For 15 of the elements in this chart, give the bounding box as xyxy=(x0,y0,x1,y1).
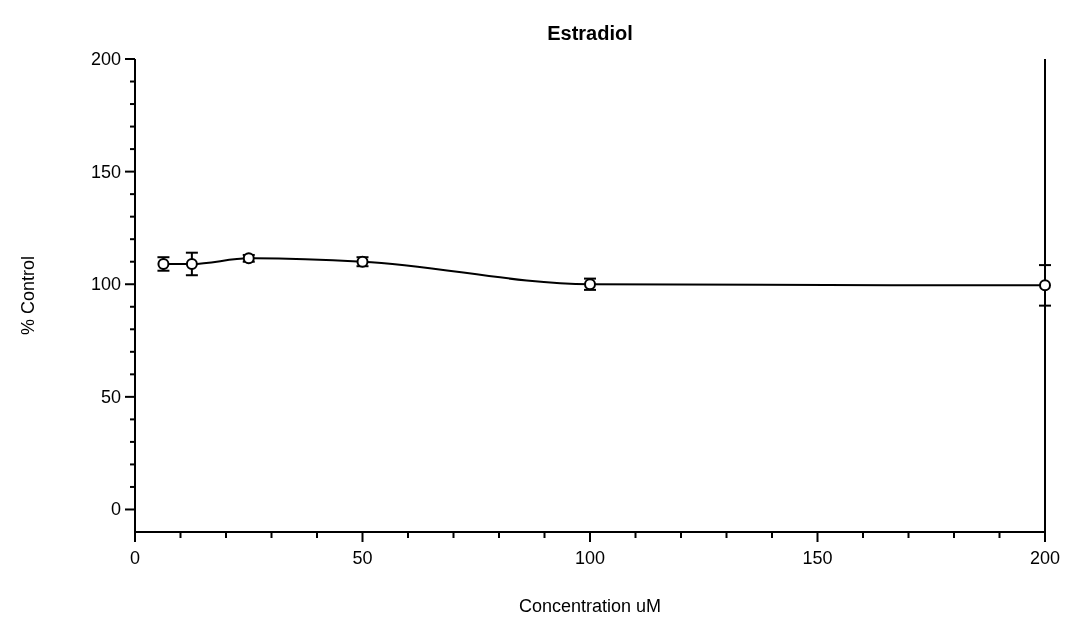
y-tick-label: 200 xyxy=(90,49,121,69)
x-axis-title: Concentration uM xyxy=(518,596,662,616)
x-tick-label: 100 xyxy=(574,548,606,568)
y-tick-label: 100 xyxy=(90,274,121,295)
x-tick-label: 150 xyxy=(802,548,833,568)
chart-title: Estradiol xyxy=(547,22,633,44)
x-tick-label: 200 xyxy=(1029,548,1061,568)
y-tick-label: 50 xyxy=(100,386,121,407)
point xyxy=(1039,279,1051,292)
y-tick-label: 150 xyxy=(90,161,121,182)
x-tick-label: 0 xyxy=(129,548,141,568)
point xyxy=(185,257,198,270)
x-tick-label: 50 xyxy=(352,548,373,568)
y-tick-label: 0 xyxy=(110,499,121,520)
y-axis-title: % Control xyxy=(18,255,38,336)
